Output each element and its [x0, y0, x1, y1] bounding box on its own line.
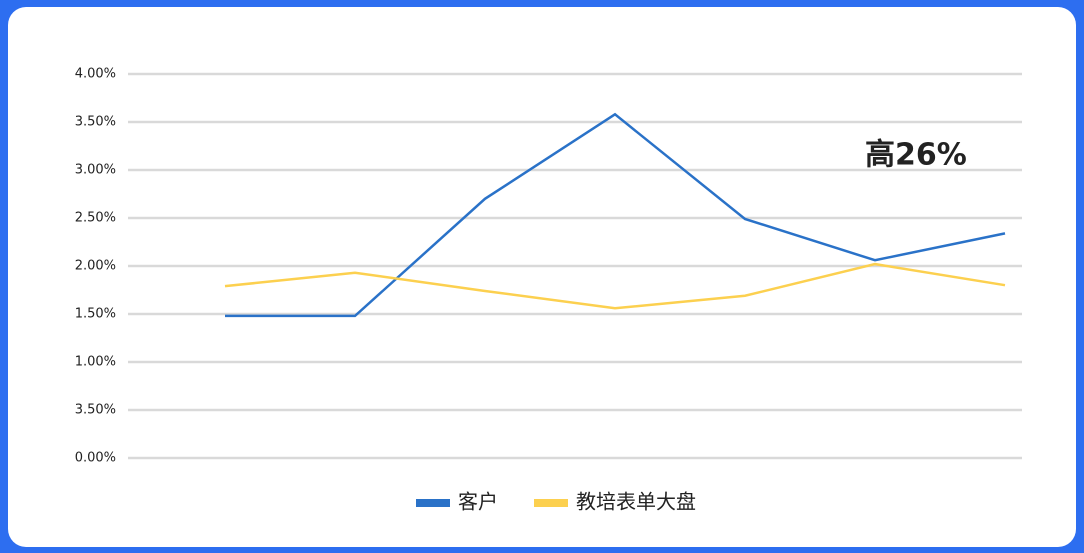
y-tick-label: 3.50% [75, 115, 116, 130]
legend-label: 客户 [458, 490, 498, 514]
line-series [225, 112, 1006, 318]
y-tick-label: 1.00% [75, 355, 116, 370]
y-tick-label: 3.50% [75, 403, 116, 418]
legend-swatch [416, 499, 450, 507]
y-tick-label: 4.00% [75, 67, 116, 82]
y-tick-label: 1.50% [75, 307, 116, 322]
y-tick-label: 2.50% [75, 211, 116, 226]
legend-label: 教培表单大盘 [576, 490, 696, 514]
line-series [224, 262, 1006, 310]
legend-swatch [534, 499, 568, 507]
annotation: 高26% [865, 138, 967, 173]
y-tick-label: 2.00% [75, 259, 116, 274]
card [8, 7, 1076, 547]
y-tick-label: 0.00% [75, 451, 116, 466]
y-tick-label: 3.00% [75, 163, 116, 178]
